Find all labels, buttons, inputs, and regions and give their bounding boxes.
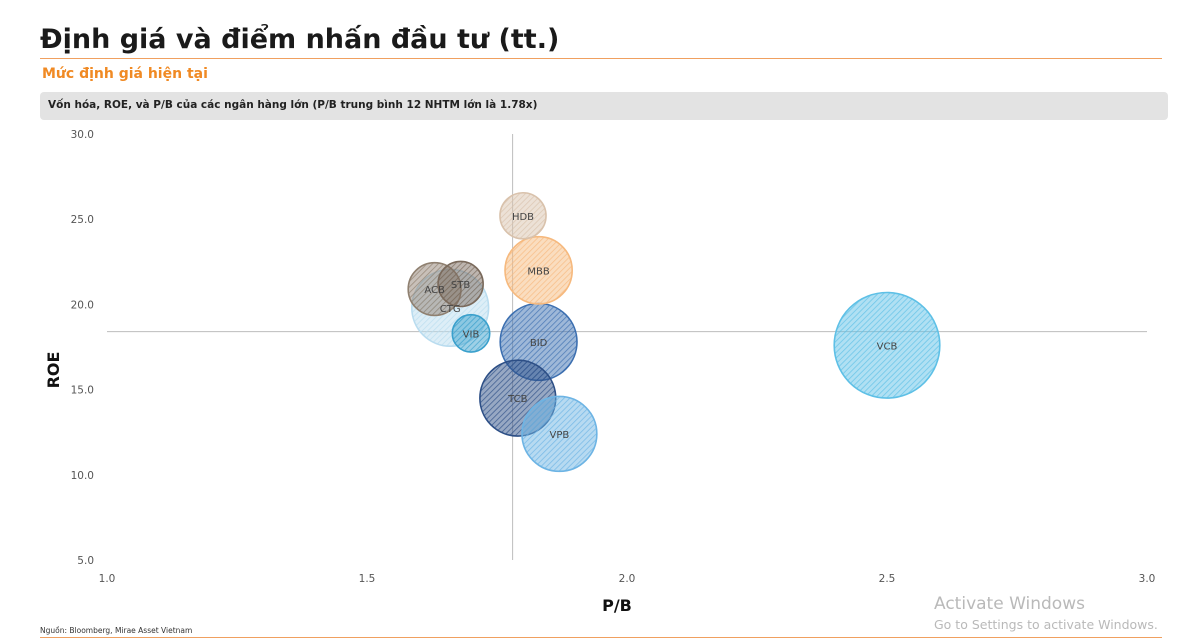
bubble-label-hdb: HDB [512,212,534,223]
windows-activation-watermark: Activate Windows Go to Settings to activ… [934,594,1158,634]
bubble-label-vpb: VPB [550,430,570,441]
bubble-vcb [833,291,941,399]
source-note: Nguồn: Bloomberg, Mirae Asset Vietnam [40,626,193,635]
y-tick-label: 15.0 [71,385,94,397]
y-tick-label: 30.0 [71,129,94,141]
chart-caption-bar: Vốn hóa, ROE, và P/B của các ngân hàng l… [40,92,1168,120]
bubble-mbb [504,235,573,305]
x-tick-label: 2.0 [619,573,636,585]
y-tick-label: 5.0 [77,555,94,567]
watermark-subtitle: Go to Settings to activate Windows. [934,617,1158,632]
watermark-title: Activate Windows [934,594,1085,614]
section-title: Mức định giá hiện tại [42,66,208,82]
bubble-label-ctg: CTG [440,304,461,315]
x-tick-label: 2.5 [879,573,896,585]
title-divider [40,58,1162,59]
bubble-label-tcb: TCB [507,394,528,405]
bubble-label-stb: STB [451,280,470,291]
bubble-vib [451,313,491,353]
bubble-hdb [499,191,547,240]
x-axis-label: P/B [602,596,632,615]
y-tick-label: 25.0 [71,214,94,226]
bubble-stb [437,260,484,308]
bubble-label-acb: ACB [424,285,445,296]
x-tick-label: 3.0 [1139,573,1156,585]
bubble-vpb [521,395,598,473]
y-axis-label: ROE [44,352,63,389]
x-tick-label: 1.0 [99,573,116,585]
bubble-label-bid: BID [530,338,548,349]
bubble-label-vib: VIB [463,329,480,340]
bubble-label-vcb: VCB [877,341,898,352]
y-tick-label: 20.0 [71,299,94,311]
chart-title: Vốn hóa, ROE, và P/B của các ngân hàng l… [48,99,538,111]
page-title: Định giá và điểm nhấn đầu tư (tt.) [40,24,560,55]
x-tick-label: 1.5 [359,573,376,585]
bottom-divider [40,637,1162,638]
bubble-label-mbb: MBB [527,266,549,277]
y-tick-label: 10.0 [71,470,94,482]
